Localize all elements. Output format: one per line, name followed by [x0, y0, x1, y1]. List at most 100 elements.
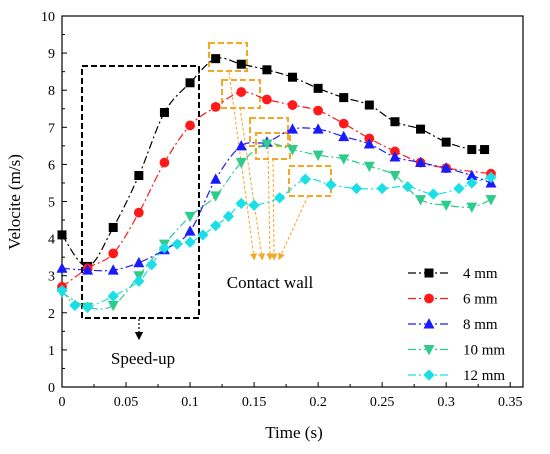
data-point	[210, 101, 221, 112]
legend-marker	[424, 293, 434, 304]
data-point	[235, 140, 247, 151]
data-point	[159, 157, 170, 168]
data-point	[222, 210, 235, 222]
y-tick-label: 6	[48, 158, 55, 173]
y-tick-label: 5	[48, 196, 55, 211]
legend-label: 8 mm	[463, 317, 498, 333]
x-tick-label: 0.25	[370, 395, 395, 410]
data-point	[81, 301, 94, 313]
data-point	[440, 162, 452, 173]
data-point	[184, 236, 196, 248]
data-point	[485, 171, 497, 184]
data-point	[467, 145, 477, 155]
data-point	[185, 120, 195, 131]
data-point	[107, 300, 119, 312]
data-point	[402, 181, 414, 193]
legend-label: 12 mm	[463, 368, 505, 384]
data-point	[466, 202, 478, 213]
plot-frame	[61, 15, 524, 388]
data-point	[440, 200, 452, 212]
data-point	[133, 256, 145, 268]
data-point	[248, 199, 260, 211]
legend-label: 6 mm	[463, 292, 498, 308]
data-point	[363, 138, 375, 149]
data-point	[427, 188, 439, 200]
series-line	[61, 91, 492, 288]
y-axis-title: Velocite (m/s)	[5, 154, 24, 250]
data-point	[287, 123, 298, 134]
legend-entry: 4 mm	[408, 266, 498, 282]
x-axis: 0 0.05 0.1 0.15 0.2 0.25 0.3 0.35	[59, 382, 522, 410]
data-point	[390, 117, 400, 127]
legend-marker	[423, 344, 435, 356]
legend-entry: 12 mm	[408, 368, 505, 384]
data-point	[466, 177, 478, 189]
data-point	[197, 229, 209, 241]
y-tick-label: 4	[48, 233, 55, 248]
data-point	[299, 173, 311, 185]
data-point	[350, 182, 363, 195]
x-tick-label: 0	[59, 395, 66, 410]
data-point	[146, 258, 158, 271]
legend-marker	[424, 268, 434, 278]
contact-box-4mm	[208, 42, 248, 72]
y-tick-label: 1	[48, 344, 55, 359]
data-point	[159, 107, 169, 117]
speed-up-box	[81, 65, 200, 319]
data-point	[287, 100, 298, 110]
y-tick-label: 8	[48, 84, 55, 99]
data-point	[287, 145, 298, 156]
data-point	[134, 171, 144, 181]
data-point	[236, 87, 247, 97]
data-point	[364, 100, 374, 110]
speed-up-label: Speed-up	[111, 349, 175, 368]
data-point	[184, 225, 196, 236]
data-point	[210, 219, 222, 232]
data-point	[338, 118, 349, 129]
legend-entry: 10 mm	[408, 343, 505, 359]
x-tick-label: 0.2	[309, 395, 327, 410]
legend-label: 4 mm	[463, 266, 498, 282]
data-point	[339, 93, 349, 103]
data-point	[133, 207, 144, 218]
y-tick-label: 3	[48, 270, 55, 285]
legend-label: 10 mm	[463, 343, 505, 359]
data-point	[211, 54, 221, 64]
y-tick-label: 10	[41, 10, 55, 25]
data-point	[416, 124, 426, 134]
legend-entry: 6 mm	[408, 292, 498, 308]
data-point	[325, 179, 337, 191]
data-point	[171, 238, 183, 250]
contact-box-12mm	[288, 165, 332, 197]
data-point	[184, 211, 196, 223]
data-point	[485, 195, 497, 206]
data-point	[312, 123, 324, 134]
data-point	[415, 156, 427, 168]
data-point	[107, 264, 119, 275]
data-point	[56, 262, 68, 273]
series-4-mm	[57, 54, 490, 271]
data-point	[56, 284, 68, 297]
data-point	[69, 299, 81, 312]
series-line	[61, 57, 485, 268]
data-point	[210, 191, 222, 202]
data-point	[313, 105, 324, 116]
legend-entry: 8 mm	[408, 317, 498, 333]
data-point	[236, 59, 246, 69]
data-point	[235, 197, 247, 209]
y-tick-label: 2	[48, 307, 55, 322]
x-tick-label: 0.15	[242, 395, 267, 410]
data-point	[389, 171, 401, 182]
y-tick-label: 9	[48, 47, 55, 62]
series-layer	[56, 54, 497, 314]
y-tick-label: 7	[48, 121, 55, 136]
data-point	[133, 275, 145, 287]
x-tick-label: 0.1	[181, 395, 199, 410]
data-point	[338, 130, 350, 142]
data-point	[107, 290, 119, 302]
data-point	[158, 242, 171, 254]
data-point	[376, 182, 388, 195]
legend: 4 mm 6 mm 8 mm 10 mm 12 mm	[408, 266, 505, 384]
data-point	[261, 139, 273, 150]
